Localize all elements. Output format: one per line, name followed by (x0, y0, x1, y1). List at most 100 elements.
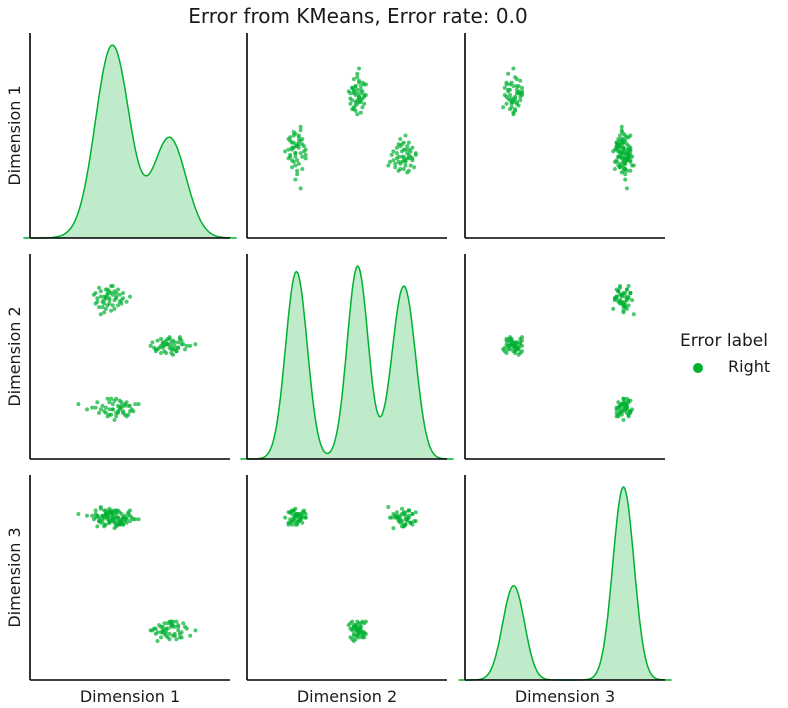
data-point (623, 299, 628, 304)
data-point (355, 619, 360, 624)
data-point (358, 621, 363, 626)
data-point (386, 163, 391, 168)
data-point (360, 635, 365, 640)
data-point (623, 407, 628, 412)
data-point (105, 291, 110, 295)
data-point (624, 147, 629, 152)
data-point (363, 619, 368, 624)
data-point (355, 75, 360, 80)
data-point (109, 510, 114, 515)
panel-r1-c2 (246, 33, 447, 239)
data-point (95, 400, 100, 405)
data-point (618, 407, 622, 412)
data-point (520, 349, 524, 354)
data-point (133, 517, 138, 522)
data-point (624, 158, 629, 163)
data-point (295, 168, 300, 173)
data-point (621, 396, 626, 401)
data-point (403, 158, 408, 163)
data-point (102, 310, 107, 315)
data-point (193, 342, 198, 347)
data-point (403, 510, 408, 515)
data-point (177, 335, 182, 340)
data-point (626, 412, 631, 417)
data-point (355, 91, 360, 96)
kde-line (240, 264, 454, 460)
data-point (509, 96, 514, 101)
data-point (388, 159, 392, 164)
data-point (290, 147, 294, 152)
data-point (611, 306, 616, 311)
data-point (105, 414, 110, 419)
data-point (391, 158, 396, 163)
data-point (621, 418, 626, 422)
data-point (357, 96, 361, 101)
data-point (619, 294, 624, 299)
data-point (159, 624, 163, 629)
y-axis-label-1: Dimension 1 (5, 85, 24, 185)
data-point (624, 306, 629, 311)
data-point (303, 156, 308, 161)
data-point (511, 84, 516, 89)
data-point (290, 522, 294, 527)
legend-title: Error label (680, 331, 768, 351)
data-point (348, 101, 353, 106)
data-point (520, 343, 524, 348)
data-point (619, 301, 624, 306)
data-point (98, 407, 103, 412)
data-point (110, 402, 115, 407)
data-point (150, 628, 155, 633)
data-point (110, 303, 115, 308)
data-point (90, 513, 95, 518)
data-point (128, 409, 132, 414)
data-point (93, 508, 98, 513)
panel-r3-c1 (29, 475, 230, 681)
data-point (107, 519, 112, 524)
data-point (121, 515, 126, 520)
data-point (360, 80, 365, 85)
data-point (177, 631, 182, 636)
data-point (628, 145, 633, 150)
data-point (296, 145, 301, 150)
data-point (405, 170, 410, 175)
data-point (511, 340, 516, 345)
data-point (122, 403, 127, 408)
data-point (357, 66, 361, 71)
data-point (91, 292, 96, 297)
data-point (403, 133, 408, 138)
data-point (398, 513, 403, 518)
data-point (506, 347, 511, 352)
data-point (164, 630, 169, 635)
data-point (612, 167, 617, 171)
data-point (351, 624, 356, 629)
data-point (93, 405, 98, 410)
data-point (188, 633, 193, 638)
data-point (119, 301, 124, 306)
data-point (105, 515, 110, 520)
data-point (516, 84, 521, 89)
data-point (623, 294, 628, 299)
data-point (188, 343, 193, 348)
data-point (290, 519, 294, 524)
data-point (174, 619, 179, 624)
data-point (128, 519, 132, 524)
data-point (148, 343, 153, 348)
data-point (126, 403, 131, 408)
data-point (107, 407, 112, 412)
data-point (623, 400, 628, 405)
data-point (406, 156, 411, 161)
data-point (303, 512, 308, 516)
data-point (619, 128, 624, 133)
data-point (513, 96, 518, 101)
data-point (391, 526, 396, 531)
data-point (112, 418, 117, 422)
data-point (295, 172, 300, 177)
data-point (396, 159, 401, 164)
data-point (630, 298, 635, 303)
data-point (357, 635, 361, 640)
data-point (626, 303, 631, 308)
data-point (114, 414, 119, 419)
data-point (624, 186, 629, 191)
data-point (611, 149, 616, 154)
